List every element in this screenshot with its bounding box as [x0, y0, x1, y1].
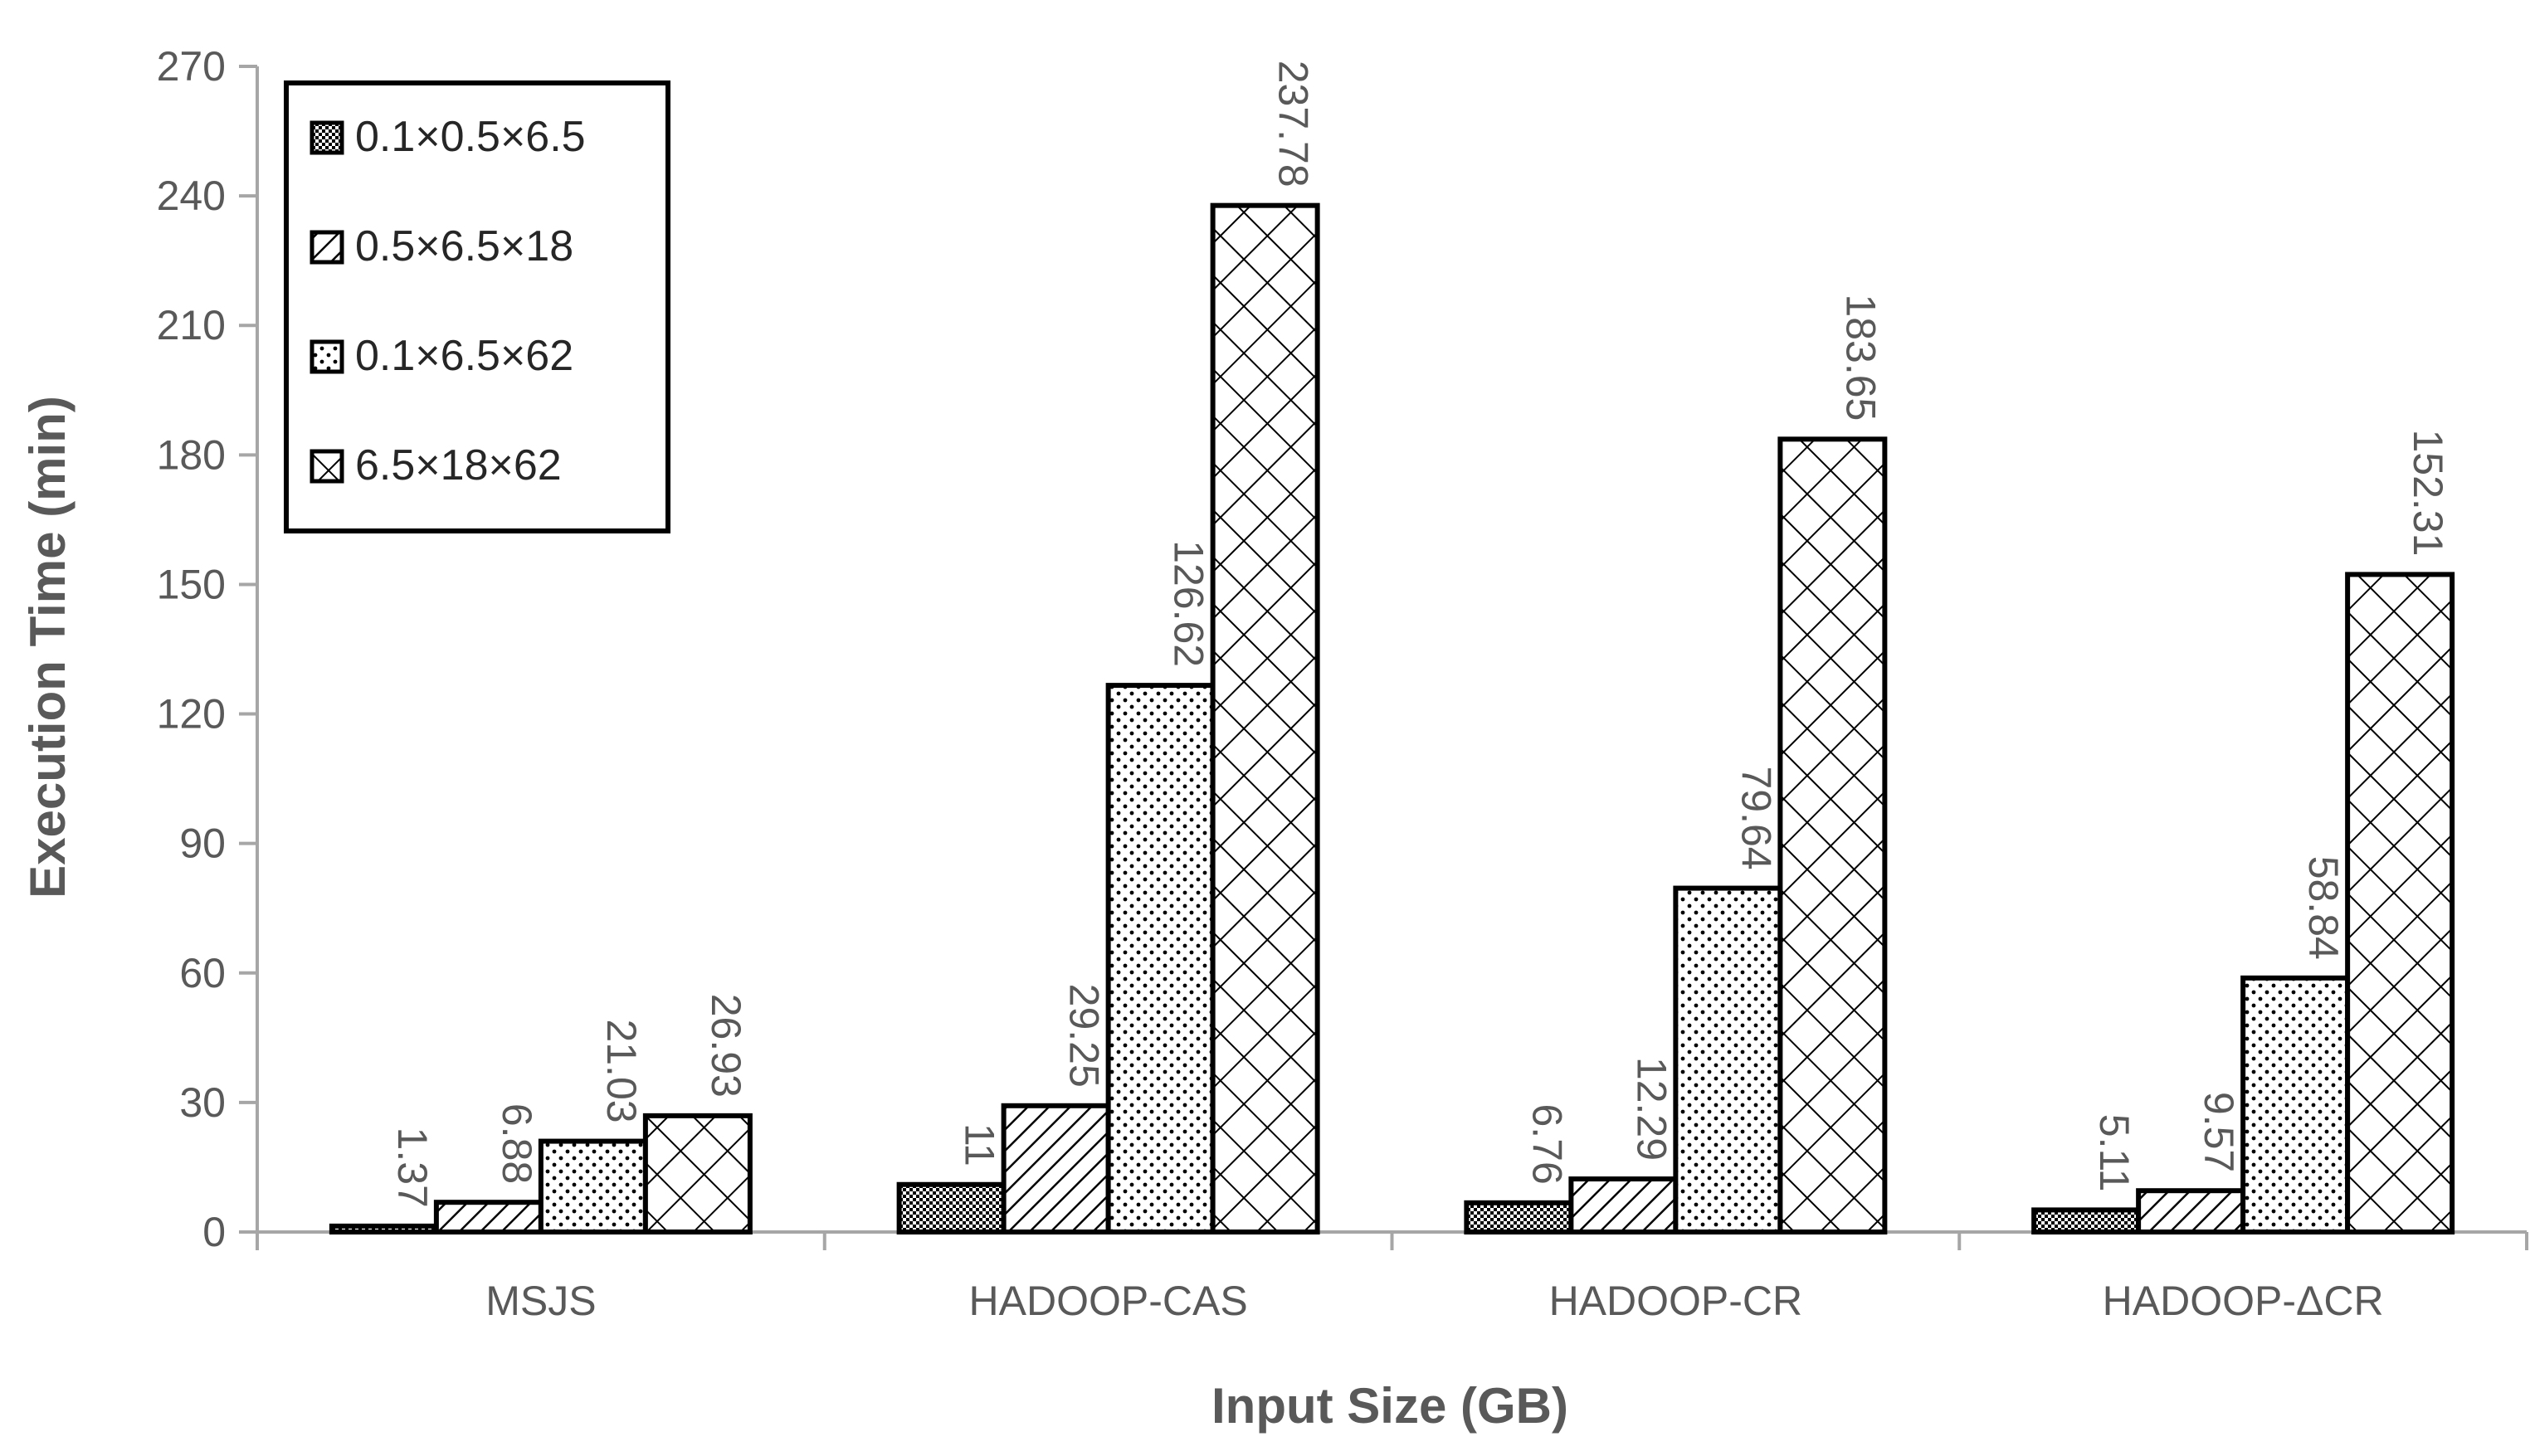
bar [1210, 202, 1320, 1234]
y-tick-label: 90 [179, 821, 226, 867]
data-label: 9.57 [2196, 1092, 2242, 1172]
bar [1105, 683, 1216, 1234]
legend-swatch [310, 230, 344, 265]
y-tick-label: 240 [157, 173, 226, 219]
x-category-label: HADOOP-CAS [969, 1278, 1248, 1324]
data-label: 237.78 [1270, 61, 1317, 187]
bar [2240, 975, 2351, 1234]
data-label: 26.93 [703, 994, 749, 1098]
data-label: 183.65 [1837, 294, 1884, 421]
legend-swatch [310, 120, 344, 155]
y-tick-label: 60 [179, 950, 226, 996]
legend-label: 0.1×0.5×6.5 [355, 113, 586, 161]
bar [1673, 885, 1783, 1234]
legend-label: 0.1×6.5×62 [355, 332, 573, 380]
bar [2031, 1207, 2142, 1234]
data-label: 21.03 [598, 1019, 645, 1122]
y-tick-label: 30 [179, 1079, 226, 1126]
data-label: 12.29 [1628, 1057, 1675, 1161]
bar [2345, 572, 2455, 1234]
bar [1777, 436, 1888, 1234]
x-axis-title: Input Size (GB) [1211, 1378, 1568, 1434]
data-label: 79.64 [1733, 766, 1779, 869]
bar [329, 1223, 439, 1235]
plot-area: 0 30 60 90 120 150 180 210 240 270 1.37 6.88 21.03 26… [157, 43, 2528, 1324]
y-tick-label: 270 [157, 43, 226, 90]
data-label: 58.84 [2300, 856, 2347, 960]
bar [433, 1200, 544, 1234]
y-axis-title: Execution Time (min) [20, 396, 76, 898]
bar [1001, 1103, 1111, 1234]
data-label: 5.11 [2091, 1114, 2138, 1192]
bar [1568, 1176, 1679, 1235]
y-tick-label: 120 [157, 691, 226, 738]
legend-label: 6.5×18×62 [355, 441, 562, 489]
data-label: 126.62 [1166, 540, 1212, 667]
bar [2136, 1188, 2246, 1235]
legend: 0.1×0.5×6.5 0.5×6.5×18 0.1×6.5×62 6.5×18×62 [284, 80, 670, 533]
bar [538, 1138, 648, 1235]
data-label: 29.25 [1061, 984, 1108, 1088]
y-tick-label: 150 [157, 561, 226, 607]
legend-swatch [310, 449, 344, 484]
x-category-label: MSJS [485, 1278, 596, 1324]
x-category-label: HADOOP-CR [1549, 1278, 1803, 1324]
legend-swatch [310, 339, 344, 374]
data-label: 152.31 [2405, 429, 2451, 556]
legend-box [284, 80, 670, 533]
bar [896, 1181, 1007, 1235]
legend-label: 0.5×6.5×18 [355, 222, 573, 270]
bar [1464, 1200, 1574, 1235]
bar [642, 1113, 753, 1234]
y-tick-label: 180 [157, 431, 226, 478]
y-tick-label: 210 [157, 302, 226, 348]
x-category-label: HADOOP-ΔCR [2103, 1278, 2384, 1324]
data-label: 6.88 [494, 1103, 540, 1184]
data-label: 6.76 [1523, 1103, 1570, 1184]
y-tick-label: 0 [202, 1209, 226, 1255]
data-label: 11 [957, 1123, 1003, 1166]
data-label: 1.37 [389, 1127, 436, 1208]
